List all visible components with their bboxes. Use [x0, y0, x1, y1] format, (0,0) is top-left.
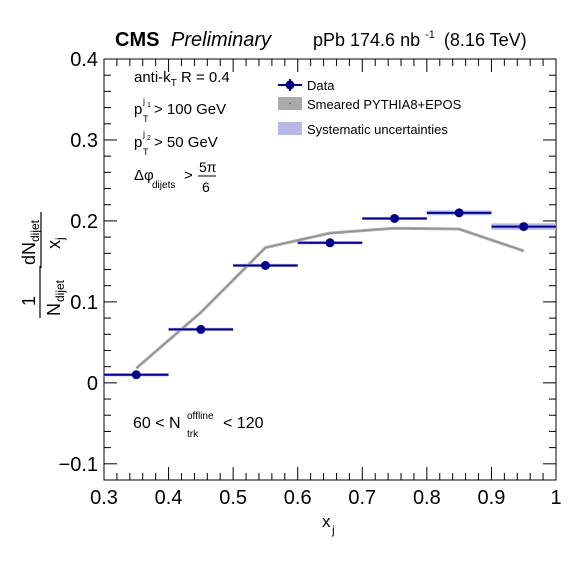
svg-text:< 120: < 120	[223, 415, 264, 432]
svg-text:Δφ: Δφ	[134, 167, 154, 184]
figure-header: CMS Preliminary pPb 174.6 nb -1 (8.16 Te…	[115, 22, 527, 51]
y-tick-label: 0.3	[70, 130, 98, 152]
legend: Data Smeared PYTHIA8+EPOS Systematic unc…	[278, 78, 462, 137]
svg-text:> 50 GeV: > 50 GeV	[154, 134, 218, 151]
svg-text:>: >	[184, 167, 193, 184]
svg-text:pPb 174.6 nb -1 (8: pPb 174.6 nb -1 (8.16 TeV)	[313, 22, 527, 50]
svg-text:j: j	[142, 96, 145, 106]
x-axis-ticks: 0.3 0.4 0.5 0.6 0.7 0.8 0.9 1	[90, 59, 562, 509]
lumi-label: pPb 174.6 nb	[313, 30, 420, 50]
mc-prediction	[135, 226, 525, 370]
data-marker	[131, 370, 141, 380]
svg-text:N: N	[44, 303, 64, 316]
lumi-exponent: -1	[425, 29, 435, 41]
svg-text:Systematic uncertainties: Systematic uncertainties	[307, 122, 448, 137]
svg-text:trk: trk	[187, 429, 199, 440]
svg-text:2: 2	[147, 135, 151, 142]
x-tick-label: 0.5	[219, 487, 247, 509]
svg-text:5π: 5π	[199, 159, 217, 175]
data-point	[233, 260, 298, 270]
svg-text:dijets: dijets	[152, 180, 175, 191]
jet-algorithm-label: anti-kT R = 0.4	[134, 69, 230, 89]
x-tick-label: 0.9	[478, 487, 506, 509]
svg-text:dijet: dijet	[28, 219, 42, 242]
data-marker	[519, 222, 529, 232]
data-point	[426, 208, 492, 218]
x-tick-label: 0.6	[284, 487, 312, 509]
data-point	[104, 370, 169, 380]
svg-text:CMS Preliminary: CMS Preliminary	[115, 29, 272, 51]
data-marker	[325, 238, 335, 248]
data-marker	[454, 208, 464, 218]
x-tick-label: 1	[550, 487, 561, 509]
y-tick-label: −0.1	[59, 454, 98, 476]
x-tick-label: 0.7	[348, 487, 376, 509]
energy-label: (8.16 TeV)	[444, 30, 527, 50]
svg-text:T: T	[143, 147, 149, 157]
legend-entry-syst: Systematic uncertainties	[278, 122, 448, 137]
legend-entry-data: Data	[278, 78, 335, 93]
data-point	[491, 222, 556, 232]
svg-text:T: T	[143, 114, 149, 124]
svg-text:dN: dN	[19, 242, 39, 265]
svg-text:dijet: dijet	[53, 279, 67, 302]
data-marker	[260, 260, 270, 270]
y-axis-ticks: −0.1 0 0.1 0.2 0.3 0.4	[59, 49, 556, 481]
subleading-jet-pt-cut: p j 2 T > 50 GeV	[134, 129, 218, 157]
mc-band	[135, 226, 525, 370]
x-tick-label: 0.4	[155, 487, 183, 509]
svg-text:p: p	[134, 134, 142, 151]
svg-text:x: x	[322, 512, 331, 531]
svg-text:60 < N: 60 < N	[133, 415, 181, 432]
data-marker	[390, 213, 400, 223]
svg-text:j: j	[142, 129, 145, 139]
svg-text:x: x	[44, 240, 64, 249]
delta-phi-cut: Δφ dijets > 5π 6	[134, 159, 217, 195]
experiment-label: CMS	[115, 29, 159, 51]
svg-text:offline: offline	[187, 411, 214, 422]
y-tick-label: 0.2	[70, 211, 98, 233]
selection-annotations: anti-kT R = 0.4 p j 1 T > 100 GeV p j 2 …	[133, 69, 264, 440]
y-tick-label: 0	[87, 373, 98, 395]
x-axis-title: x j	[322, 512, 335, 537]
leading-jet-pt-cut: p j 1 T > 100 GeV	[134, 96, 226, 124]
svg-text:> 100 GeV: > 100 GeV	[154, 101, 226, 118]
data-point	[168, 324, 234, 334]
x-tick-label: 0.3	[90, 487, 118, 509]
y-tick-label: 0.1	[70, 292, 98, 314]
y-axis-title: 1 N dijet dN dijet x j	[19, 212, 67, 318]
svg-text:Smeared PYTHIA8+EPOS: Smeared PYTHIA8+EPOS	[307, 97, 462, 112]
svg-text:j: j	[53, 237, 67, 241]
svg-text:1: 1	[147, 102, 151, 109]
status-label: Preliminary	[171, 29, 272, 51]
data-point	[362, 213, 427, 223]
data-point	[297, 238, 363, 248]
svg-text:1: 1	[19, 296, 39, 306]
y-tick-label: 0.4	[70, 49, 98, 71]
svg-text:Data: Data	[307, 78, 335, 93]
svg-text:j: j	[331, 523, 335, 537]
mc-line	[136, 227, 524, 369]
svg-text:6: 6	[202, 179, 210, 195]
x-tick-label: 0.8	[413, 487, 441, 509]
legend-entry-mc: Smeared PYTHIA8+EPOS	[278, 97, 462, 112]
data-marker	[196, 324, 206, 334]
svg-text:p: p	[134, 101, 142, 118]
ntrk-range-label: 60 < N offline trk < 120	[133, 411, 264, 440]
data-points	[104, 208, 556, 380]
